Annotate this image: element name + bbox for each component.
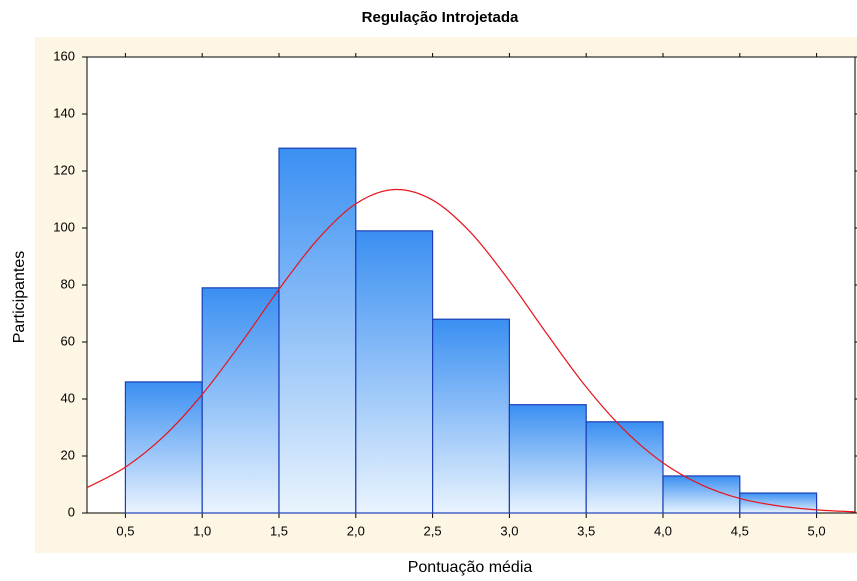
y-tick-label: 80 <box>61 276 75 291</box>
bar <box>201 287 280 514</box>
x-tick-label: 1,0 <box>193 523 211 538</box>
x-tick-label: 4,5 <box>731 523 749 538</box>
bar <box>124 381 203 514</box>
x-axis-label: Pontuação média <box>408 559 533 576</box>
bar <box>508 404 587 514</box>
normal-curve <box>86 188 856 513</box>
y-tick-label: 120 <box>53 162 75 177</box>
x-tick-label: 4,0 <box>654 523 672 538</box>
x-tick-label: 0,5 <box>116 523 134 538</box>
bar <box>278 147 357 514</box>
x-tick-label: 2,0 <box>347 523 365 538</box>
y-tick-label: 60 <box>61 333 75 348</box>
x-tick-label: 2,5 <box>424 523 442 538</box>
bar <box>432 318 511 514</box>
chart-title: Regulação Introjetada <box>362 9 519 26</box>
y-tick-label: 0 <box>68 504 75 519</box>
y-tick-label: 160 <box>53 48 75 63</box>
y-tick-label: 140 <box>53 105 75 120</box>
y-tick-label: 20 <box>61 447 75 462</box>
bar <box>739 492 818 514</box>
y-axis-label: Participantes <box>11 251 28 344</box>
x-tick-label: 5,0 <box>808 523 826 538</box>
x-tick-label: 3,0 <box>500 523 518 538</box>
y-tick-label: 100 <box>53 219 75 234</box>
x-tick-label: 1,5 <box>270 523 288 538</box>
bar <box>585 421 664 514</box>
x-tick-label: 3,5 <box>577 523 595 538</box>
y-tick-label: 40 <box>61 390 75 405</box>
bar <box>355 230 434 514</box>
